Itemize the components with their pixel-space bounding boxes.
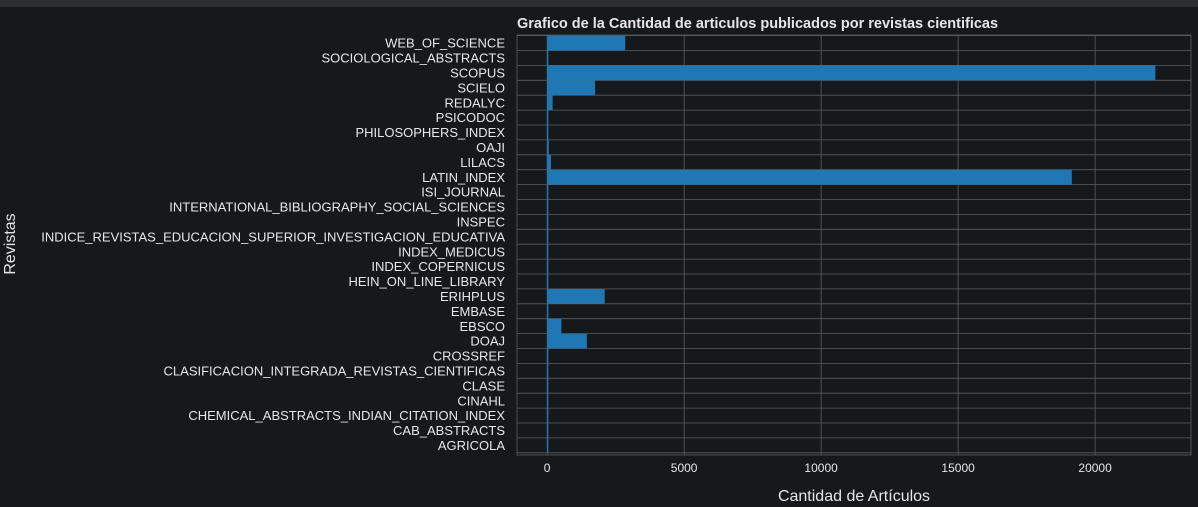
bar <box>547 125 549 140</box>
plot-frame-layer <box>516 34 1192 456</box>
y-tick-label: CHEMICAL_ABSTRACTS_INDIAN_CITATION_INDEX <box>188 408 505 423</box>
y-tick-label: WEB_OF_SCIENCE <box>385 36 505 51</box>
y-axis-label: Revistas <box>2 213 19 274</box>
x-axis-label: Cantidad de Artículos <box>778 488 930 505</box>
y-tick-label: DOAJ <box>470 334 505 349</box>
y-tick-label: INDEX_MEDICUS <box>398 244 505 259</box>
bar <box>547 423 549 438</box>
y-tick-label: PHILOSOPHERS_INDEX <box>355 125 505 140</box>
bar <box>547 154 551 170</box>
bar <box>547 110 549 125</box>
y-tick-label: EBSCO <box>459 319 505 334</box>
y-tick-label: CAB_ABSTRACTS <box>393 423 505 438</box>
y-tick-labels: WEB_OF_SCIENCESOCIOLOGICAL_ABSTRACTSSCOP… <box>41 36 505 453</box>
y-tick-label: CROSSREF <box>433 349 505 364</box>
bar <box>547 65 1156 81</box>
y-tick-label: INDICE_REVISTAS_EDUCACION_SUPERIOR_INVES… <box>41 229 505 244</box>
x-tick-label: 20000 <box>1078 461 1112 475</box>
bar <box>547 184 549 200</box>
bar <box>547 95 553 111</box>
bar <box>547 214 549 230</box>
bar <box>547 288 605 304</box>
bar <box>547 80 596 96</box>
bar <box>547 274 549 289</box>
y-tick-label: LILACS <box>460 155 505 170</box>
y-tick-label: SCIELO <box>457 80 505 95</box>
y-tick-label: PSICODOC <box>436 110 505 125</box>
bar <box>547 318 562 334</box>
bar <box>547 35 626 51</box>
bar <box>547 199 549 215</box>
bar <box>547 50 549 66</box>
y-tick-label: HEIN_ON_LINE_LIBRARY <box>348 274 505 289</box>
y-tick-label: ISI_JOURNAL <box>421 185 505 200</box>
bar <box>547 139 549 155</box>
bar <box>547 169 1072 185</box>
window-top-bar <box>0 0 1198 7</box>
x-tick-label: 0 <box>544 461 551 475</box>
x-tick-label: 10000 <box>804 461 838 475</box>
grid-layer <box>517 35 1191 455</box>
bar <box>547 244 549 260</box>
y-tick-label: SCOPUS <box>450 65 505 80</box>
bar <box>547 363 549 379</box>
bar <box>547 437 549 453</box>
y-tick-label: REDALYC <box>445 95 505 110</box>
bar <box>547 229 549 245</box>
bar <box>547 378 549 394</box>
y-tick-label: ERIHPLUS <box>440 289 505 304</box>
bar <box>547 259 549 274</box>
y-tick-label: INTERNATIONAL_BIBLIOGRAPHY_SOCIAL_SCIENC… <box>169 200 505 215</box>
y-tick-label: SOCIOLOGICAL_ABSTRACTS <box>322 51 506 66</box>
x-tick-label: 5000 <box>671 461 698 475</box>
y-tick-label: INDEX_COPERNICUS <box>371 259 505 274</box>
y-tick-label: INSPEC <box>457 214 505 229</box>
x-tick-label: 15000 <box>941 461 975 475</box>
bar-layer <box>547 35 1156 453</box>
bar <box>547 333 587 349</box>
plot-frame <box>516 34 1192 456</box>
y-tick-label: EMBASE <box>451 304 506 319</box>
bar <box>547 348 549 364</box>
y-tick-label: CLASE <box>462 378 505 393</box>
x-tick-labels: 0 5000 10000 15000 20000 <box>544 461 1112 475</box>
y-tick-label: OAJI <box>476 140 505 155</box>
y-tick-label: CINAHL <box>457 393 505 408</box>
y-tick-label: LATIN_INDEX <box>422 170 505 185</box>
bar <box>547 393 549 409</box>
y-tick-label: CLASIFICACION_INTEGRADA_REVISTAS_CIENTIF… <box>164 363 506 378</box>
bar <box>547 303 549 319</box>
y-tick-label: AGRICOLA <box>438 438 506 453</box>
chart-title: Grafico de la Cantidad de articulos publ… <box>517 16 998 32</box>
bar <box>547 408 549 423</box>
